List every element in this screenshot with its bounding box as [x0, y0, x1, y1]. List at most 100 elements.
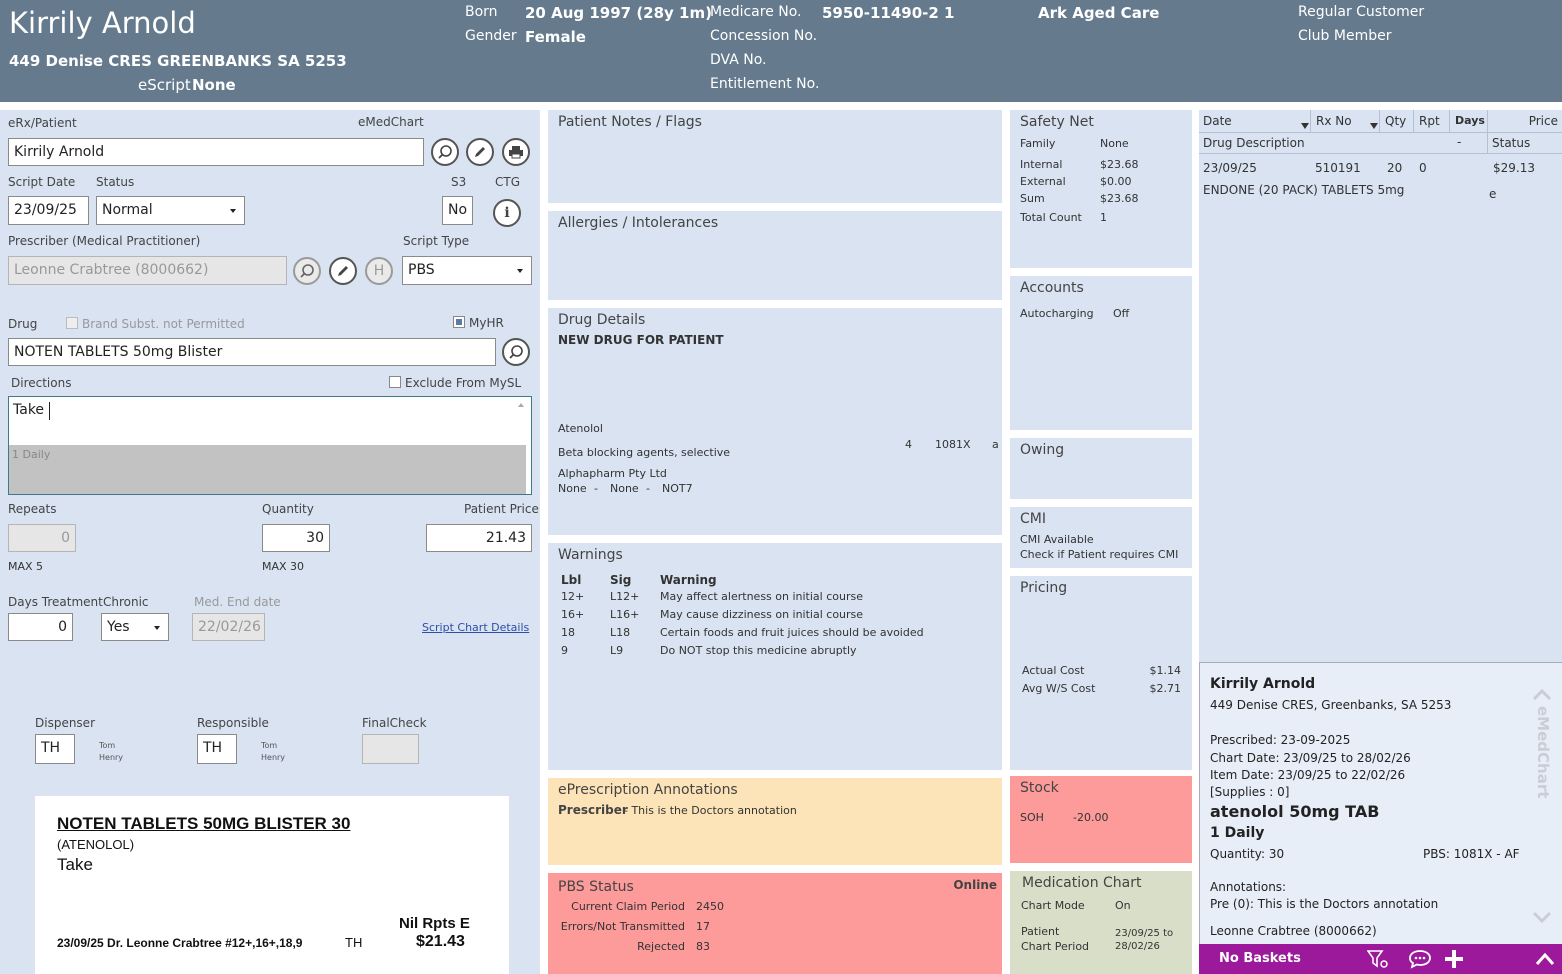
quantity-label: Quantity: [262, 502, 314, 516]
col-divider: [1379, 110, 1380, 132]
exclude-mysl-checkbox[interactable]: [389, 376, 401, 388]
chronic-select[interactable]: Yes: [101, 613, 169, 641]
ctg-info-button[interactable]: i: [493, 199, 521, 227]
filter-settings-icon[interactable]: [1366, 949, 1389, 969]
col-days[interactable]: Days: [1455, 114, 1485, 127]
patient-input[interactable]: Kirrily Arnold: [8, 138, 424, 166]
annotation-prescriber: Prescriber: [558, 803, 628, 817]
pbs-status-title: PBS Status: [558, 879, 634, 895]
search-icon: [438, 145, 452, 159]
allergies-panel[interactable]: Allergies / Intolerances: [548, 211, 1002, 300]
col-qty[interactable]: Qty: [1385, 114, 1407, 128]
prescriber-search-button[interactable]: [293, 257, 321, 285]
row-drug-description: ENDONE (20 PACK) TABLETS 5mg: [1203, 183, 1405, 197]
pbs-status-panel: PBS Status Online Current Claim Period 2…: [548, 873, 1002, 974]
warning-lbl: 18: [561, 626, 575, 639]
printer-icon: [509, 146, 523, 159]
myhr-checkbox[interactable]: [453, 316, 465, 328]
quantity-input[interactable]: 30: [262, 524, 330, 552]
card-annotations-label: Annotations:: [1210, 880, 1287, 894]
no-baskets-label[interactable]: No Baskets: [1219, 951, 1301, 966]
responsible-label: Responsible: [197, 716, 269, 730]
card-item-date: Item Date: 23/09/25 to 22/02/26: [1210, 768, 1406, 782]
gender-value: Female: [525, 28, 586, 46]
warning-sig: L12+: [610, 590, 640, 603]
drug-manufacturer: Alphapharm Pty Ltd: [558, 467, 667, 480]
card-patient-name: Kirrily Arnold: [1210, 676, 1316, 692]
chart-period-value-1: 23/09/25 to: [1115, 928, 1174, 939]
patient-edit-button[interactable]: [466, 138, 494, 166]
col-date[interactable]: Date: [1203, 114, 1232, 128]
script-chart-details-link[interactable]: Script Chart Details: [422, 621, 530, 634]
prescriber-input[interactable]: Leonne Crabtree (8000662): [8, 256, 287, 285]
drug-detail-qty: 4: [905, 438, 912, 451]
pbs-online-status: Online: [953, 878, 997, 892]
col-rxno[interactable]: Rx No: [1316, 114, 1352, 128]
drug-search-button[interactable]: [502, 338, 530, 366]
expand-up-icon[interactable]: [1535, 951, 1555, 967]
print-button[interactable]: [502, 138, 530, 166]
born-label: Born: [465, 4, 498, 20]
patient-search-button[interactable]: [431, 138, 459, 166]
s3-input[interactable]: No: [442, 196, 473, 225]
emedchart-side-text: eMedChart: [1534, 706, 1552, 799]
accounts-panel: Accounts Autocharging Off: [1010, 276, 1192, 430]
dispenser-input[interactable]: TH: [35, 734, 75, 764]
regular-customer: Regular Customer: [1298, 4, 1425, 20]
col-divider: [1487, 132, 1488, 154]
patient-price-input[interactable]: 21.43: [426, 524, 532, 552]
repeats-max: MAX 5: [8, 560, 44, 573]
drug-line-dash-1: -: [594, 482, 598, 495]
directions-scrollbar[interactable]: [515, 399, 527, 445]
patient-address: 449 Denise CRES GREENBANKS SA 5253: [9, 52, 347, 70]
text-cursor: [49, 402, 50, 420]
patient-notes-panel[interactable]: Patient Notes / Flags: [548, 110, 1002, 203]
drug-line-2: None: [610, 482, 639, 495]
days-treatment-input[interactable]: 0: [8, 613, 73, 641]
search-icon: [509, 345, 523, 359]
responsible-input[interactable]: TH: [197, 734, 237, 764]
med-end-input[interactable]: 22/02/26: [192, 613, 265, 641]
directions-suggestion[interactable]: 1 Daily: [9, 445, 526, 494]
drug-input[interactable]: NOTEN TABLETS 50mg Blister: [8, 338, 496, 366]
col-drug-description[interactable]: Drug Description: [1203, 136, 1305, 150]
row-date: 23/09/25: [1203, 161, 1257, 175]
patient-price-label: Patient Price: [464, 502, 539, 516]
brand-subst-label: Brand Subst. not Permitted: [82, 317, 245, 331]
safety-net-label: Sum: [1020, 192, 1045, 205]
patient-name[interactable]: Kirrily Arnold: [9, 6, 196, 40]
medication-chart-panel: Medication Chart Chart Mode On Patient C…: [1010, 871, 1192, 974]
chat-icon[interactable]: [1408, 949, 1432, 969]
club-member: Club Member: [1298, 28, 1392, 44]
sort-down-icon[interactable]: [1297, 118, 1309, 133]
dispenser-label: Dispenser: [35, 716, 95, 730]
card-chart-date: Chart Date: 23/09/25 to 28/02/26: [1210, 751, 1411, 765]
chronic-label: Chronic: [103, 595, 149, 609]
finalcheck-input[interactable]: [362, 734, 419, 764]
avg-ws-cost-label: Avg W/S Cost: [1022, 682, 1096, 695]
sort-down-icon[interactable]: [1366, 118, 1378, 133]
script-date-input[interactable]: 23/09/25: [8, 196, 89, 225]
brand-subst-checkbox[interactable]: [66, 317, 78, 329]
chevron-down-icon[interactable]: [1532, 911, 1552, 925]
hospital-button[interactable]: H: [365, 257, 393, 285]
prescriber-edit-button[interactable]: [329, 257, 357, 285]
label-directions: Take: [57, 855, 93, 874]
chevron-up-icon[interactable]: [1532, 687, 1552, 701]
script-type-select[interactable]: PBS: [402, 256, 532, 285]
repeats-input[interactable]: 0: [8, 524, 76, 552]
medicare-label: Medicare No.: [710, 4, 802, 20]
row-divider: [1199, 132, 1562, 133]
safety-net-value: $23.68: [1100, 158, 1139, 171]
pbs-row-label: Rejected: [637, 940, 685, 953]
col-divider: [1310, 110, 1311, 132]
col-price[interactable]: Price: [1528, 114, 1558, 128]
col-rpt[interactable]: Rpt: [1419, 114, 1440, 128]
med-end-label: Med. End date: [194, 595, 281, 609]
col-status[interactable]: Status: [1492, 136, 1531, 150]
add-icon[interactable]: [1444, 949, 1464, 969]
chart-period-label-2: Chart Period: [1021, 940, 1090, 953]
directions-textarea[interactable]: Take 1 Daily: [8, 396, 532, 495]
table-row[interactable]: 23/09/25 510191 20 0 $29.13 ENDONE (20 P…: [1199, 156, 1562, 204]
status-select[interactable]: Normal: [96, 196, 245, 225]
